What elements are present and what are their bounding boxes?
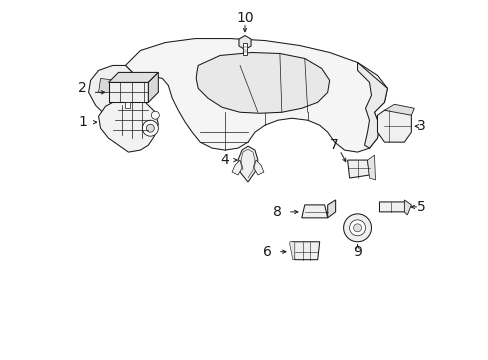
Polygon shape xyxy=(347,160,369,178)
Circle shape xyxy=(151,111,159,119)
Circle shape xyxy=(353,224,361,232)
Polygon shape xyxy=(291,242,319,260)
Polygon shape xyxy=(367,155,375,180)
Polygon shape xyxy=(125,39,386,152)
Circle shape xyxy=(343,214,371,242)
Text: 3: 3 xyxy=(416,119,425,133)
Polygon shape xyxy=(379,202,407,212)
Text: 4: 4 xyxy=(220,153,229,167)
Polygon shape xyxy=(108,72,158,82)
Text: 1: 1 xyxy=(78,115,87,129)
Circle shape xyxy=(349,220,365,236)
Polygon shape xyxy=(377,110,410,142)
Text: 10: 10 xyxy=(236,11,253,24)
Polygon shape xyxy=(357,62,386,148)
Polygon shape xyxy=(88,66,138,115)
Polygon shape xyxy=(99,98,158,152)
Text: 2: 2 xyxy=(78,81,87,95)
Polygon shape xyxy=(125,102,130,108)
Text: 6: 6 xyxy=(263,245,272,259)
Polygon shape xyxy=(239,36,250,50)
Polygon shape xyxy=(384,104,413,115)
Polygon shape xyxy=(243,42,246,55)
Text: 7: 7 xyxy=(329,138,338,152)
Polygon shape xyxy=(253,160,264,175)
Polygon shape xyxy=(108,82,148,102)
Polygon shape xyxy=(238,146,258,182)
Polygon shape xyxy=(404,200,410,215)
Circle shape xyxy=(146,124,154,132)
Polygon shape xyxy=(148,72,158,102)
Polygon shape xyxy=(289,242,294,260)
Polygon shape xyxy=(327,200,335,218)
Polygon shape xyxy=(99,78,115,92)
Circle shape xyxy=(142,120,158,136)
Text: 9: 9 xyxy=(352,245,361,259)
Polygon shape xyxy=(196,53,329,113)
Text: 5: 5 xyxy=(416,200,425,214)
Polygon shape xyxy=(301,205,327,218)
Text: 8: 8 xyxy=(273,205,282,219)
Polygon shape xyxy=(232,160,242,175)
